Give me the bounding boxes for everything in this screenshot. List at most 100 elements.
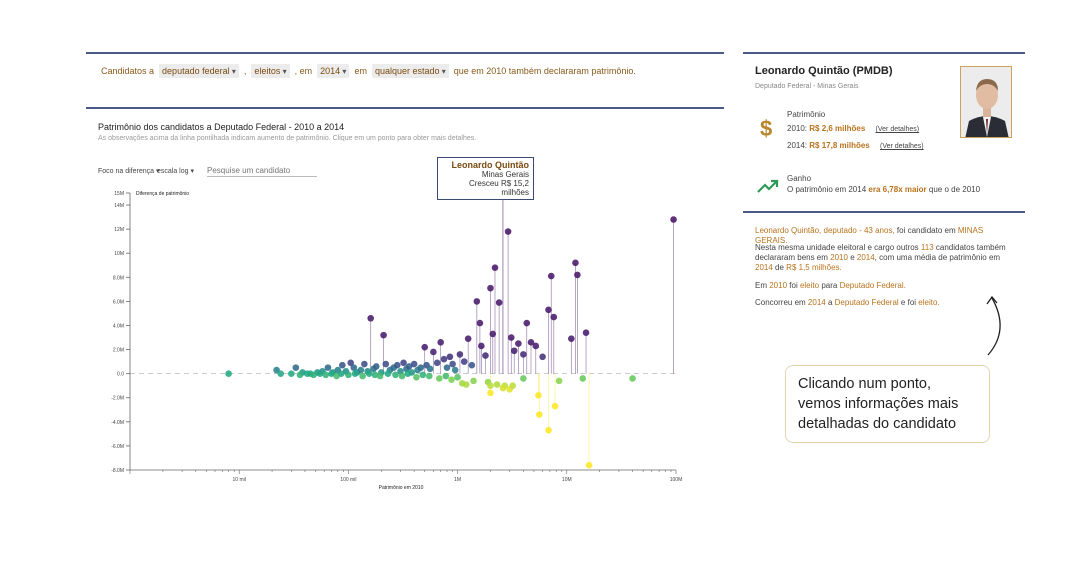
ganho-value: era 6,78x maior [868, 185, 927, 194]
data-point [487, 389, 494, 397]
details-link-2010[interactable]: (Ver detalhes) [875, 126, 920, 133]
data-point [400, 359, 407, 367]
data-point [507, 334, 515, 341]
data-point [404, 370, 412, 377]
data-point [442, 372, 450, 380]
profile-name: Leonardo Quintão (PMDB) [755, 65, 893, 77]
data-point [476, 319, 484, 327]
chart-rule-top [86, 107, 724, 109]
story-p3-d: eleito [799, 281, 820, 290]
story-p3-f: Deputado Federal. [839, 281, 906, 290]
data-point [367, 314, 374, 322]
foco-select[interactable]: Foco na diferença [98, 167, 160, 175]
trend-up-icon [757, 179, 779, 193]
story-p4-e: e foi [900, 298, 917, 307]
callout-note: Clicando num ponto, vemos informações ma… [785, 365, 990, 443]
y-tick-label: -6.0M [111, 444, 124, 450]
tooltip-growth: Cresceu R$ 15,2 milhões [468, 179, 529, 197]
data-point [398, 372, 406, 380]
data-point [629, 375, 636, 382]
data-point [357, 366, 365, 374]
story-p3-e: para [821, 281, 838, 290]
data-point [510, 347, 518, 355]
situacao-select[interactable]: eleitos [251, 64, 290, 78]
story-p3-b: 2010 [769, 281, 788, 290]
chart-subtitle: As observações acima da linha pontilhada… [98, 135, 477, 142]
data-point [539, 353, 546, 361]
data-point [345, 371, 352, 379]
y-tick-label: 12M [114, 227, 124, 233]
tooltip-state: Minas Gerais [481, 170, 529, 179]
ano-select[interactable]: 2014 [317, 64, 350, 78]
data-point [296, 371, 304, 379]
story-p1: Leonardo Quintão, deputado - 43 anos, fo… [755, 226, 1015, 246]
data-point [380, 331, 387, 339]
data-point [504, 228, 512, 235]
y-tick-label: 10M [114, 251, 124, 257]
story-p2-a: Nesta mesma unidade eleitoral e cargo ou… [755, 243, 919, 252]
data-point [527, 339, 535, 346]
data-point [547, 272, 555, 280]
story-p2-d: 2010 [830, 253, 848, 262]
y-tick-label: 4.0M [113, 323, 124, 329]
filters-rule-top [86, 52, 724, 54]
y-tick-label: 14M [114, 203, 124, 209]
ganho-label: Ganho [787, 174, 812, 183]
data-point [421, 343, 429, 351]
candidate-search-input[interactable] [207, 165, 317, 177]
story-p2-e: e [850, 253, 855, 262]
escala-select[interactable]: escala log [157, 167, 194, 175]
data-point [495, 299, 503, 306]
data-point [451, 366, 459, 374]
data-point [499, 384, 507, 392]
data-point [523, 319, 531, 327]
data-point [417, 364, 425, 371]
y-tick-label: 6.0M [113, 299, 124, 305]
x-tick-label: 10M [562, 477, 572, 483]
candidate-photo [960, 66, 1012, 138]
details-link-2014[interactable]: (Ver detalhes) [879, 143, 924, 150]
data-point [456, 351, 464, 358]
x-tick-label: 1M [454, 477, 461, 483]
data-point [410, 360, 418, 368]
data-point [545, 426, 552, 434]
tooltip-name: Leonardo Quintão [451, 160, 530, 170]
patrimonio-2010-row: 2010: R$ 2,6 milhões (Ver detalhes) [787, 124, 919, 133]
story-p3: Em 2010 foi eleito para Deputado Federal… [755, 281, 1015, 291]
data-point [365, 370, 373, 377]
filter-suffix: que em 2010 também declararam patrimônio… [453, 66, 636, 76]
data-point [339, 361, 346, 369]
data-point [585, 461, 593, 469]
data-point [520, 375, 527, 382]
y-tick-label: 8.0M [113, 275, 124, 281]
data-point [437, 339, 444, 346]
estado-select[interactable]: qualquer estado [371, 64, 449, 78]
data-point [535, 392, 542, 399]
story-p2-b: 113 [920, 243, 934, 252]
panel-rule-top [743, 52, 1025, 54]
story-p4: Concorreu em 2014 a Deputado Federal e f… [755, 298, 1015, 308]
story-p2-g: , com uma média de patrimônio em [874, 253, 1001, 262]
data-point [350, 364, 358, 371]
y-tick-label: -2.0M [111, 396, 124, 402]
data-point [371, 371, 379, 379]
data-point [487, 382, 494, 389]
y-tick-label: -8.0M [111, 468, 124, 474]
data-point [462, 381, 470, 388]
data-point [328, 370, 335, 377]
x-tick-label: 100M [670, 477, 683, 483]
data-point [413, 373, 420, 381]
data-point [436, 375, 443, 382]
story-p2-f: 2014 [856, 253, 875, 262]
data-point [468, 361, 476, 369]
data-point [393, 361, 401, 369]
data-point [545, 306, 552, 314]
data-point [384, 370, 392, 377]
data-point [460, 358, 468, 365]
patrimonio-2014-row: 2014: R$ 17,8 milhões (Ver detalhes) [787, 141, 924, 150]
data-point [277, 370, 285, 377]
data-point [392, 371, 399, 379]
data-point [322, 371, 330, 379]
cargo-select[interactable]: deputado federal [159, 64, 239, 78]
x-tick-label: 100 mil [340, 477, 356, 483]
